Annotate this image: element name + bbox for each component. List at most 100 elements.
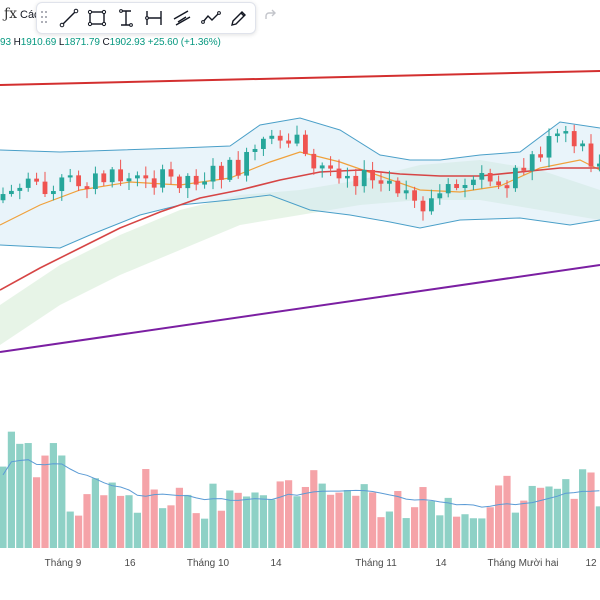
resistance-trendline (0, 70, 600, 86)
candle-up (185, 175, 191, 189)
drag-handle-icon[interactable] (41, 11, 47, 23)
candle-up (437, 193, 443, 199)
volume-bar (58, 455, 66, 548)
x-tick-label: 12 (585, 558, 597, 569)
chart-topbar: ƒx Các (0, 0, 600, 34)
bollinger-lower (0, 194, 600, 249)
volume-bar (41, 455, 49, 548)
change-value: +25.60 (+1.36%) (147, 37, 221, 48)
candle-down (177, 176, 182, 189)
candle-up (51, 191, 56, 195)
text-cursor-icon[interactable] (114, 6, 138, 30)
volume-bar (369, 492, 377, 548)
candle-down (504, 185, 510, 189)
pen-brush-icon[interactable] (227, 6, 251, 30)
volume-bar (91, 478, 99, 548)
candle-up (429, 198, 434, 212)
volume-bar (108, 482, 116, 548)
candle-up (580, 143, 585, 147)
drawing-toolbar (36, 2, 256, 34)
volume-bar (478, 518, 486, 548)
candle-down (420, 200, 426, 212)
redo-icon[interactable] (262, 7, 278, 23)
candle-down (370, 169, 375, 181)
volume-bar (175, 487, 183, 548)
volume-bar (394, 490, 402, 548)
candle-up (17, 187, 23, 191)
candle-up (597, 163, 600, 167)
time-axis: Tháng 9 16 Tháng 10 14 Tháng 11 14 Tháng… (0, 550, 600, 600)
volume-bar (402, 518, 410, 548)
x-tick-label: 16 (124, 558, 136, 569)
candle-down (42, 181, 48, 195)
volume-bar (66, 511, 74, 548)
volume-bar (461, 514, 469, 548)
volume-bar (327, 494, 335, 548)
ohlc-legend: 93 H1910.69 L1871.79 C1902.93 +25.60 (+1… (0, 37, 221, 48)
candle-down (84, 186, 90, 190)
cloud-area (0, 160, 600, 345)
volume-bar (528, 485, 536, 548)
candle-up (462, 185, 468, 189)
candle-up (546, 136, 552, 158)
candle-up (59, 177, 65, 192)
candle-up (513, 167, 518, 189)
moving-average-slow-line (0, 167, 600, 291)
candle-down (588, 143, 594, 167)
volume-bar (192, 513, 200, 548)
trend-line-icon[interactable] (57, 6, 81, 30)
volume-bar (335, 492, 343, 548)
volume-bar (276, 481, 284, 548)
volume-bar (587, 472, 595, 548)
indicators-label[interactable]: Các (20, 9, 40, 21)
candle-up (93, 173, 98, 190)
volume-bar (259, 495, 267, 548)
volume-bar (133, 512, 141, 548)
volume-bar (520, 500, 528, 548)
candle-down (143, 175, 149, 179)
x-tick-label: Tháng 9 (44, 558, 82, 569)
volume-bar (167, 505, 175, 548)
open-value: 93 (0, 37, 11, 48)
x-tick-label: 14 (435, 558, 447, 569)
candle-down (168, 169, 174, 177)
fx-icon[interactable]: ƒx (4, 6, 18, 22)
rectangle-icon[interactable] (85, 6, 109, 30)
volume-bar (226, 490, 234, 548)
volume-bar (301, 486, 309, 548)
volume-bar (562, 479, 570, 548)
candle-down (487, 173, 493, 182)
volume-bar (537, 487, 545, 548)
volume-bar (318, 483, 326, 548)
candle-down (235, 159, 241, 176)
candle-down (219, 165, 224, 180)
parallel-channel-icon[interactable] (170, 6, 194, 30)
volume-bar (234, 492, 242, 548)
candle-down (395, 180, 401, 194)
date-range-icon[interactable] (142, 6, 166, 30)
volume-bar (427, 501, 435, 548)
volume-bar (553, 488, 561, 548)
candle-up (345, 175, 350, 179)
zigzag-icon[interactable] (199, 6, 223, 30)
candle-up (9, 190, 14, 195)
candle-up (319, 165, 325, 169)
candle-down (311, 153, 317, 169)
candle-up (109, 169, 115, 183)
volume-bar (201, 518, 209, 548)
volume-bar (150, 489, 158, 548)
volume-bar (7, 431, 15, 548)
bollinger-upper (0, 117, 600, 161)
price-chart[interactable] (0, 50, 600, 550)
cloud-fill (0, 160, 600, 345)
candle-down (118, 169, 123, 182)
volume-bar (100, 495, 108, 548)
x-tick-label: Tháng 11 (355, 558, 397, 569)
candle-up (403, 190, 409, 194)
volume-bar (0, 466, 7, 548)
bollinger-bands (0, 117, 600, 249)
low-value: 1871.79 (64, 37, 100, 48)
candle-up (261, 138, 266, 149)
volume-bar (486, 507, 494, 548)
volume-bar (595, 506, 600, 548)
